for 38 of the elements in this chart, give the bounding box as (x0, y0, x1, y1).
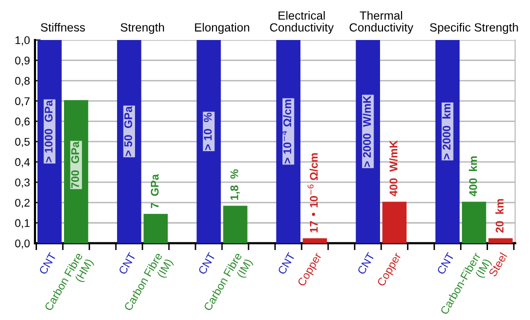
text: Stiffness (40, 22, 85, 32)
text: Electrical Conductivity (270, 11, 334, 34)
y-tick-label: 0,4 (15, 158, 30, 168)
bar (144, 214, 168, 244)
annotation: > 50 GPa (124, 106, 132, 156)
y-tick-label: 0,7 (15, 97, 30, 106)
annotation: > 10 % (204, 112, 212, 150)
y-tick-label: 1,0 (16, 36, 30, 46)
annotation: 700 GPa (71, 141, 80, 188)
annotation: > 2000 W/mK (362, 96, 372, 167)
text: Elongation (195, 22, 250, 34)
bar (382, 202, 407, 244)
text: Specific Strength (430, 22, 518, 34)
bar (462, 202, 486, 244)
y-tick-label: 0,9 (15, 56, 30, 66)
y-tick-label: 0,3 (15, 178, 30, 188)
y-tick-label: 0,6 (15, 118, 30, 127)
annotation: 17 • 10$^{−6}$ Ω/cm (308, 153, 318, 232)
annotation: > 1000 GPa (44, 100, 53, 162)
annotation: > 2000 km (442, 104, 450, 160)
bar (196, 40, 221, 244)
y-tick-label: 0,5 (15, 138, 30, 148)
bar (488, 238, 513, 244)
text: Strength (120, 22, 164, 34)
annotation: 7 GPa (150, 174, 159, 208)
bar (302, 238, 327, 244)
annotation: 20 km (495, 199, 504, 233)
annotation: 400 km (468, 156, 478, 196)
text: Thermal Conductivity (350, 11, 414, 34)
bar (223, 206, 248, 244)
y-tick-label: 0,1 (15, 219, 30, 228)
bar (276, 40, 300, 244)
y-tick-label: 0,8 (15, 76, 30, 86)
y-tick-label: 0,0 (15, 239, 30, 249)
annotation: 1,8 % (230, 169, 240, 200)
bar (117, 40, 142, 244)
y-tick-label: 0,2 (15, 198, 30, 208)
annotation: 400 W/mK (389, 140, 398, 196)
